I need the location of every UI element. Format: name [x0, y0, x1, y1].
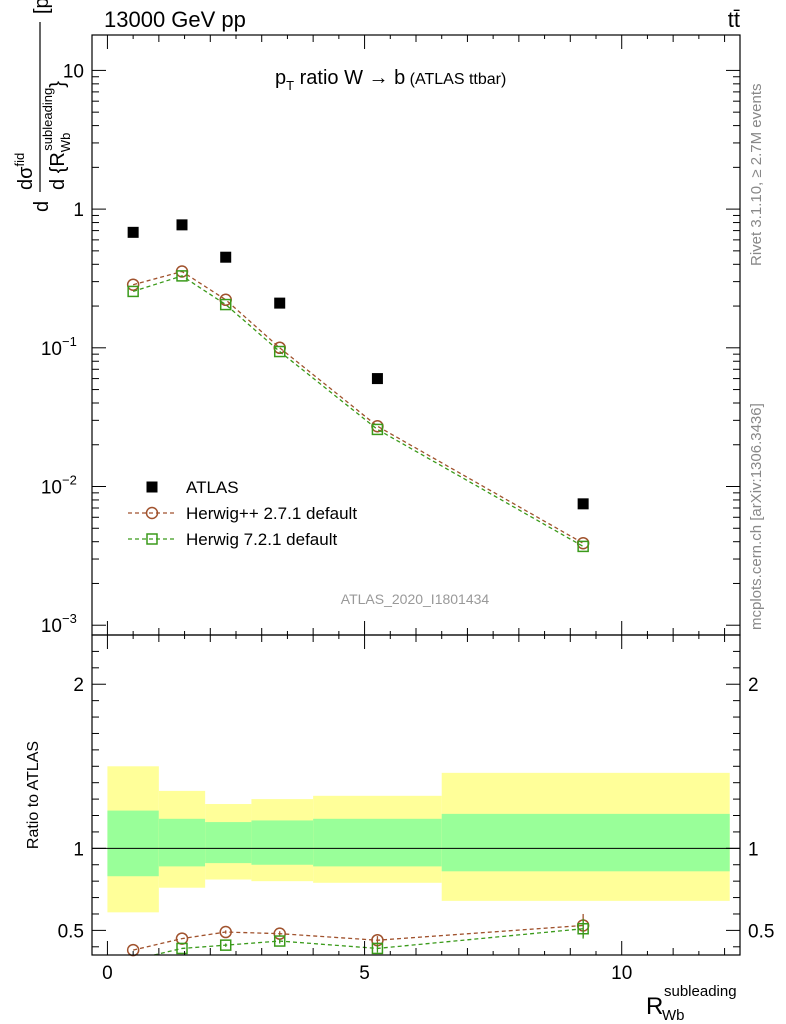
axis-ticks: [92, 35, 740, 955]
inner-band-bin: [441, 813, 730, 872]
title-b: b: [394, 67, 405, 89]
main-point-series-2: [127, 285, 139, 298]
main-y-tick-exponent: −1: [62, 334, 77, 349]
main-y-tick-exponent: −3: [62, 611, 77, 626]
main-point-series-0: [577, 498, 589, 510]
ratio-y-tick-label-left: 0.5: [58, 921, 84, 942]
main-y-tick-exponent: −2: [62, 473, 77, 488]
inner-band-bin: [205, 822, 252, 864]
main-y-tick-label: 1: [73, 200, 84, 221]
inner-band-bin: [158, 818, 206, 867]
legend-label: Herwig++ 2.7.1 default: [186, 504, 357, 523]
legend-label: ATLAS: [186, 478, 239, 497]
main-point-series-0: [371, 373, 383, 385]
ratio-point-series-0: [219, 925, 232, 939]
main-y-tick-label: 10: [41, 478, 62, 499]
ratio-y-axis-label: Ratio to ATLAS: [25, 741, 42, 849]
x-tick-label: 0: [102, 963, 113, 984]
legend-label: Herwig 7.2.1 default: [186, 530, 337, 549]
legend: ATLAS Herwig++ 2.7.1 default Herwig 7.2.1 …: [128, 478, 357, 549]
legend-marker: [146, 533, 158, 545]
ylabel-unit: [pb]: [31, 0, 53, 14]
xlabel-R: R: [646, 993, 663, 1020]
inner-band-bin: [107, 810, 159, 877]
ratio-series-line-0: [132, 924, 584, 951]
ylabel-d: d: [31, 201, 53, 212]
title-p: p: [275, 67, 286, 89]
ratio-y-tick-label-right: 1: [748, 839, 759, 860]
main-point-series-0: [176, 219, 188, 231]
x-tick-label: 5: [359, 963, 370, 984]
main-y-tick-label: 10: [41, 616, 62, 637]
ratio-point-series-1: [219, 939, 232, 951]
main-point-series-2: [273, 345, 286, 358]
rivet-label: Rivet 3.1.10, ≥ 2.7M events: [748, 84, 765, 267]
title-ratio: ratio W: [294, 67, 363, 89]
main-point-series-0: [127, 226, 139, 238]
ratio-y-tick-label-right: 2: [748, 675, 759, 696]
ratio-point-series-1: [273, 935, 286, 947]
main-point-series-2: [176, 270, 188, 282]
x-axis-label: R Wb subleading: [646, 983, 737, 1024]
main-series-line-1: [132, 270, 584, 544]
main-point-series-0: [274, 297, 286, 309]
main-y-tick-label: 10: [41, 339, 62, 360]
ratio-y-tick-label-left: 2: [73, 675, 84, 696]
main-y-tick-label: 10: [63, 61, 84, 82]
main-point-series-1: [576, 536, 590, 550]
x-tick-label: 10: [611, 963, 632, 984]
ylabel-numerator: dσfid: [12, 153, 37, 190]
header-right: tt̄: [728, 7, 740, 32]
main-point-series-2: [577, 540, 589, 553]
main-series-group: [126, 219, 590, 553]
main-point-series-1: [126, 278, 140, 291]
ratio-y-tick-label-right: 0.5: [748, 921, 774, 942]
main-y-axis-label: d dσfid d {RWbsubleading} [pb]: [12, 0, 73, 212]
mcplots-label: mcplots.cern.ch [arXiv:1306.3436]: [748, 403, 765, 630]
main-point-series-2: [371, 423, 384, 436]
watermark: ATLAS_2020_I1801434: [341, 591, 490, 607]
arrow-glyph: →: [363, 67, 394, 89]
ratio-point-series-1: [176, 942, 188, 955]
ratio-y-tick-label-left: 1: [73, 839, 84, 860]
svg-text:pT ratio W → b (ATLAS ttbar): pT ratio W → b (ATLAS ttbar): [275, 67, 506, 93]
title-subscript-t: T: [286, 78, 294, 93]
main-series-line-2: [132, 275, 584, 547]
plot-title: pT ratio W → b (ATLAS ttbar): [275, 67, 506, 93]
title-source: (ATLAS ttbar): [405, 71, 506, 88]
ratio-point-series-1: [577, 922, 589, 935]
main-point-series-2: [219, 298, 232, 311]
ratio-point-series-1: [371, 942, 384, 955]
header-left: 13000 GeV pp: [104, 7, 246, 32]
ylabel-denominator: d {RWbsubleading}: [40, 81, 73, 190]
ratio-uncertainty-bands: [107, 766, 730, 913]
inner-band-bin: [313, 818, 442, 867]
inner-band-bin: [251, 820, 314, 865]
xlabel-superscript: subleading: [664, 983, 737, 1000]
legend-marker: [145, 506, 159, 520]
xlabel-subscript: Wb: [662, 1007, 685, 1024]
legend-marker: [146, 481, 158, 493]
main-point-series-0: [220, 251, 232, 263]
ratio-series-group: [126, 913, 590, 957]
